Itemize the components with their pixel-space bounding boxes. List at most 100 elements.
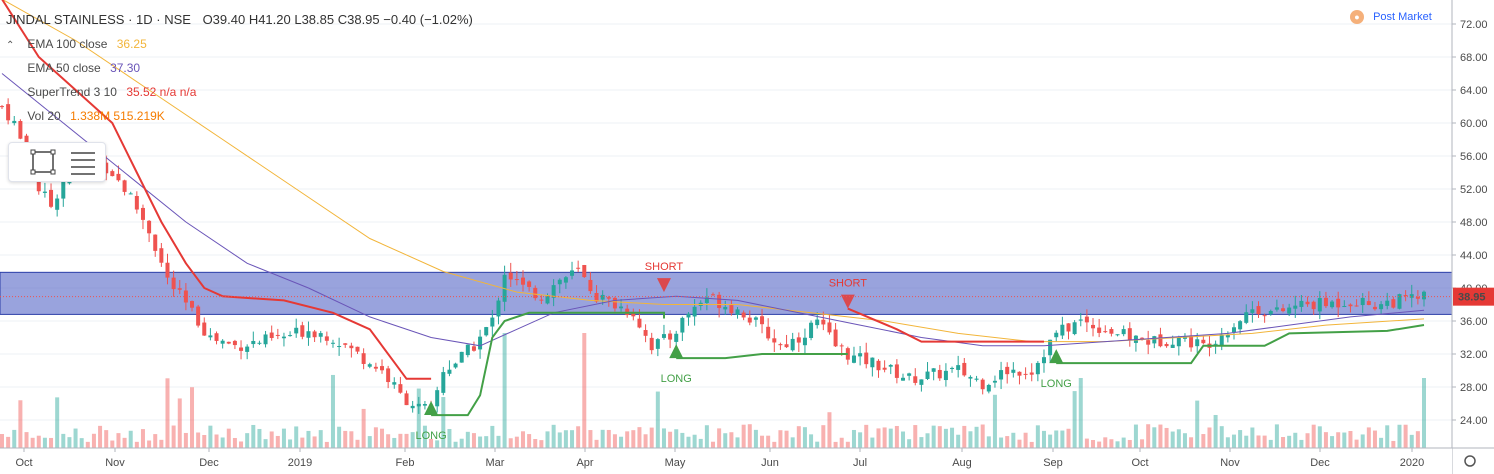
volume-bar	[251, 424, 256, 448]
candle-body	[330, 342, 335, 344]
candle-body	[1385, 300, 1390, 306]
candle-body	[901, 377, 906, 381]
volume-bar	[514, 436, 519, 448]
candle-body	[441, 372, 446, 393]
candle-body	[1103, 331, 1108, 333]
volume-bar	[478, 436, 483, 448]
price-tick-label: 64.00	[1460, 85, 1488, 97]
volume-bar	[833, 441, 838, 448]
candle-body	[459, 351, 464, 363]
volume-bar	[349, 431, 354, 448]
candle-body	[1323, 297, 1328, 307]
volume-bar	[594, 439, 599, 448]
time-tick-label: Oct	[1131, 457, 1148, 469]
post-market-badge[interactable]: ● Post Market	[1350, 10, 1432, 24]
volume-bar	[49, 437, 54, 448]
volume-bar	[1213, 414, 1218, 448]
candle-body	[435, 390, 440, 407]
chevron-up-icon[interactable]: ⌃	[6, 40, 15, 51]
candle-body	[643, 330, 648, 336]
candle-body	[478, 336, 483, 350]
candle-body	[1023, 373, 1028, 375]
volume-bar	[337, 426, 342, 448]
candle-body	[312, 331, 317, 338]
lines-tool-icon[interactable]	[71, 152, 95, 175]
candle-body	[171, 277, 176, 290]
volume-bar	[330, 374, 335, 448]
candle-body	[711, 294, 715, 296]
candle-body	[55, 198, 60, 210]
volume-bar	[1017, 439, 1022, 448]
candle-body	[1397, 294, 1402, 309]
long-signal-arrow	[669, 344, 684, 359]
volume-bar	[974, 426, 979, 448]
volume-bar	[257, 428, 262, 448]
volume-bar	[465, 431, 470, 448]
candle-body	[12, 120, 17, 124]
candle-body	[576, 267, 581, 269]
price-tick-label: 44.00	[1460, 250, 1488, 262]
drawing-toolbox	[8, 142, 106, 182]
volume-bar	[1097, 441, 1102, 448]
candle-body	[1017, 371, 1022, 376]
volume-bar	[1360, 434, 1365, 448]
volume-bar	[275, 435, 280, 448]
time-tick-label: Dec	[199, 457, 219, 469]
volume-bar	[962, 425, 967, 448]
candle-body	[1176, 337, 1181, 347]
legend-ema100[interactable]: ⌃ EMA 100 close 36.25	[6, 32, 473, 56]
candle-body	[373, 366, 378, 369]
candle-body	[956, 365, 961, 370]
volume-bar	[239, 441, 244, 448]
volume-bar	[6, 436, 11, 448]
legend-volume[interactable]: Vol 20 1.338M 515.219K	[6, 104, 473, 128]
volume-bar	[245, 433, 250, 448]
candle-body	[49, 189, 54, 207]
candle-body	[551, 285, 556, 298]
candle-body	[1152, 336, 1157, 344]
volume-bar	[1330, 436, 1335, 448]
price-tick-label: 60.00	[1460, 118, 1488, 130]
candle-body	[1201, 339, 1206, 344]
candle-body	[870, 357, 875, 368]
legend-supertrend[interactable]: SuperTrend 3 10 35.52 n/a n/a	[6, 80, 473, 104]
volume-bar	[220, 437, 225, 448]
volume-bar	[790, 437, 795, 448]
candle-body	[300, 325, 305, 337]
candle-body	[1391, 299, 1396, 308]
candle-body	[937, 369, 942, 379]
volume-bar	[692, 434, 697, 448]
candle-body	[692, 306, 697, 317]
candle-body	[790, 338, 795, 351]
candle-body	[1262, 315, 1267, 317]
candle-body	[1403, 295, 1408, 297]
volume-bar	[490, 425, 495, 448]
rectangle-tool-icon[interactable]	[30, 149, 56, 175]
candle-body	[1348, 304, 1353, 307]
volume-bar	[104, 430, 109, 448]
volume-bar	[539, 440, 544, 448]
legend-ema50[interactable]: EMA 50 close 37.30	[6, 56, 473, 80]
volume-bar	[686, 436, 691, 448]
volume-bar	[557, 432, 562, 448]
candle-body	[1287, 307, 1292, 314]
volume-bar	[1041, 430, 1046, 448]
volume-bar	[361, 408, 366, 448]
volume-bar	[508, 438, 513, 448]
candle-body	[1035, 362, 1040, 375]
volume-bar	[1133, 424, 1138, 448]
volume-bar	[165, 378, 170, 448]
candle-body	[1293, 305, 1298, 309]
volume-bar	[649, 427, 654, 448]
long-signal-arrow	[424, 401, 439, 416]
volume-bar	[882, 427, 887, 448]
gear-icon[interactable]	[1464, 455, 1476, 467]
candle-body	[202, 322, 207, 336]
volume-bar	[637, 427, 642, 448]
candle-body	[281, 336, 286, 339]
volume-bar	[1317, 426, 1322, 448]
volume-bar	[1403, 424, 1408, 448]
volume-bar	[760, 435, 765, 448]
volume-bar	[1091, 440, 1096, 448]
